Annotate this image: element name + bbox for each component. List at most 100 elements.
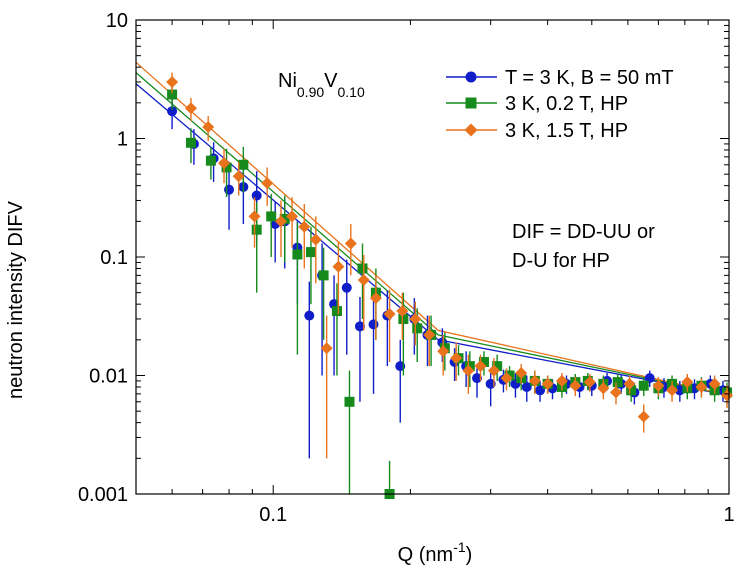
fit-lines — [135, 61, 730, 396]
y-axis-label: neutron intensity DIFV — [5, 200, 27, 399]
data-point — [369, 292, 382, 305]
fit-line-series-a — [135, 83, 730, 396]
data-point — [292, 249, 303, 260]
axis-ticks: 0.001 0.01 0.1 1 10 0.1 1 — [78, 10, 735, 526]
data-point — [500, 372, 513, 385]
legend-entry-3: 3 K, 1.5 T, HP — [446, 120, 628, 142]
legend-marker-2 — [465, 97, 477, 109]
data-point — [521, 381, 532, 392]
data-point — [485, 378, 496, 389]
data-point — [515, 366, 528, 379]
data-point — [354, 321, 365, 332]
legend-label-1: T = 3 K, B = 50 mT — [505, 67, 674, 89]
data-point — [261, 177, 274, 190]
data-point — [541, 377, 554, 390]
fit-line-series-c — [135, 61, 730, 396]
fit-line-series-b — [135, 72, 730, 396]
legend: T = 3 K, B = 50 mT 3 K, 0.2 T, HP 3 K, 1… — [446, 67, 674, 142]
data-point — [612, 377, 623, 388]
data-point — [681, 376, 694, 389]
data-point — [286, 210, 299, 223]
y-tick-label: 0.001 — [78, 484, 128, 506]
data-point — [320, 342, 333, 355]
data-point — [368, 319, 379, 330]
legend-label-3: 3 K, 1.5 T, HP — [505, 120, 628, 142]
data-point — [344, 396, 355, 407]
x-tick-label: 0.1 — [259, 504, 287, 526]
data-point — [205, 155, 216, 166]
data-point — [695, 380, 708, 393]
sample-label: Ni0.90V0.10 — [278, 70, 365, 100]
data-point — [357, 273, 370, 286]
data-point — [597, 382, 610, 395]
data-point — [279, 213, 290, 224]
data-point — [423, 328, 436, 341]
x-axis-label: Q (nm-1) — [398, 539, 473, 566]
data-point — [251, 190, 262, 201]
data-point — [450, 352, 463, 365]
data-point — [341, 282, 352, 293]
data-point — [638, 380, 649, 391]
data-point — [412, 323, 423, 334]
legend-entry-2: 3 K, 0.2 T, HP — [446, 93, 628, 115]
data-point — [357, 263, 368, 274]
data-point — [492, 361, 503, 372]
legend-entry-1: T = 3 K, B = 50 mT — [446, 67, 674, 89]
data-point — [274, 215, 287, 228]
data-point — [398, 313, 409, 324]
data-point — [344, 237, 357, 250]
data-point — [472, 373, 483, 384]
data-point — [232, 170, 245, 183]
data-point — [528, 374, 541, 387]
data-point — [478, 356, 489, 367]
legend-marker-3 — [464, 123, 478, 137]
data-point — [331, 306, 342, 317]
plot-frame — [135, 19, 730, 495]
data-point — [185, 137, 196, 148]
data-point — [555, 374, 568, 387]
data-point — [644, 373, 655, 384]
data-point — [383, 308, 396, 321]
y-tick-label: 0.01 — [89, 366, 128, 388]
x-tick-label: 1 — [723, 504, 734, 526]
data-point — [238, 159, 249, 170]
data-point — [474, 360, 487, 373]
data-point — [202, 121, 215, 134]
annotation-line-2: D-U for HP — [512, 250, 610, 272]
legend-marker-1 — [465, 71, 477, 83]
data-point — [251, 224, 262, 235]
data-point — [248, 210, 261, 223]
data-point — [652, 379, 665, 392]
data-point — [266, 211, 277, 222]
data-point — [167, 89, 178, 100]
data-point — [224, 184, 235, 195]
y-tick-label: 1 — [117, 129, 128, 151]
data-point — [666, 384, 679, 397]
y-tick-label: 10 — [106, 10, 128, 32]
data-point — [332, 260, 345, 273]
data-point — [721, 389, 734, 402]
data-point — [623, 377, 636, 390]
annotation-line-1: DIF = DD-UU or — [512, 221, 655, 243]
data-points — [166, 72, 734, 499]
data-point — [166, 75, 179, 88]
data-point — [305, 247, 316, 258]
data-point — [167, 106, 178, 117]
data-point — [487, 364, 500, 377]
data-point — [583, 376, 596, 389]
data-point — [304, 310, 315, 321]
data-point — [218, 157, 231, 170]
y-tick-label: 0.1 — [100, 247, 128, 269]
data-point — [221, 162, 232, 173]
data-point — [637, 410, 650, 423]
data-point — [396, 305, 409, 318]
data-point — [298, 220, 311, 233]
data-point — [309, 233, 322, 246]
data-point — [409, 312, 422, 325]
data-point — [462, 364, 475, 377]
data-point — [184, 102, 197, 115]
legend-label-2: 3 K, 0.2 T, HP — [505, 93, 628, 115]
data-point — [437, 345, 450, 358]
data-point — [535, 385, 546, 396]
